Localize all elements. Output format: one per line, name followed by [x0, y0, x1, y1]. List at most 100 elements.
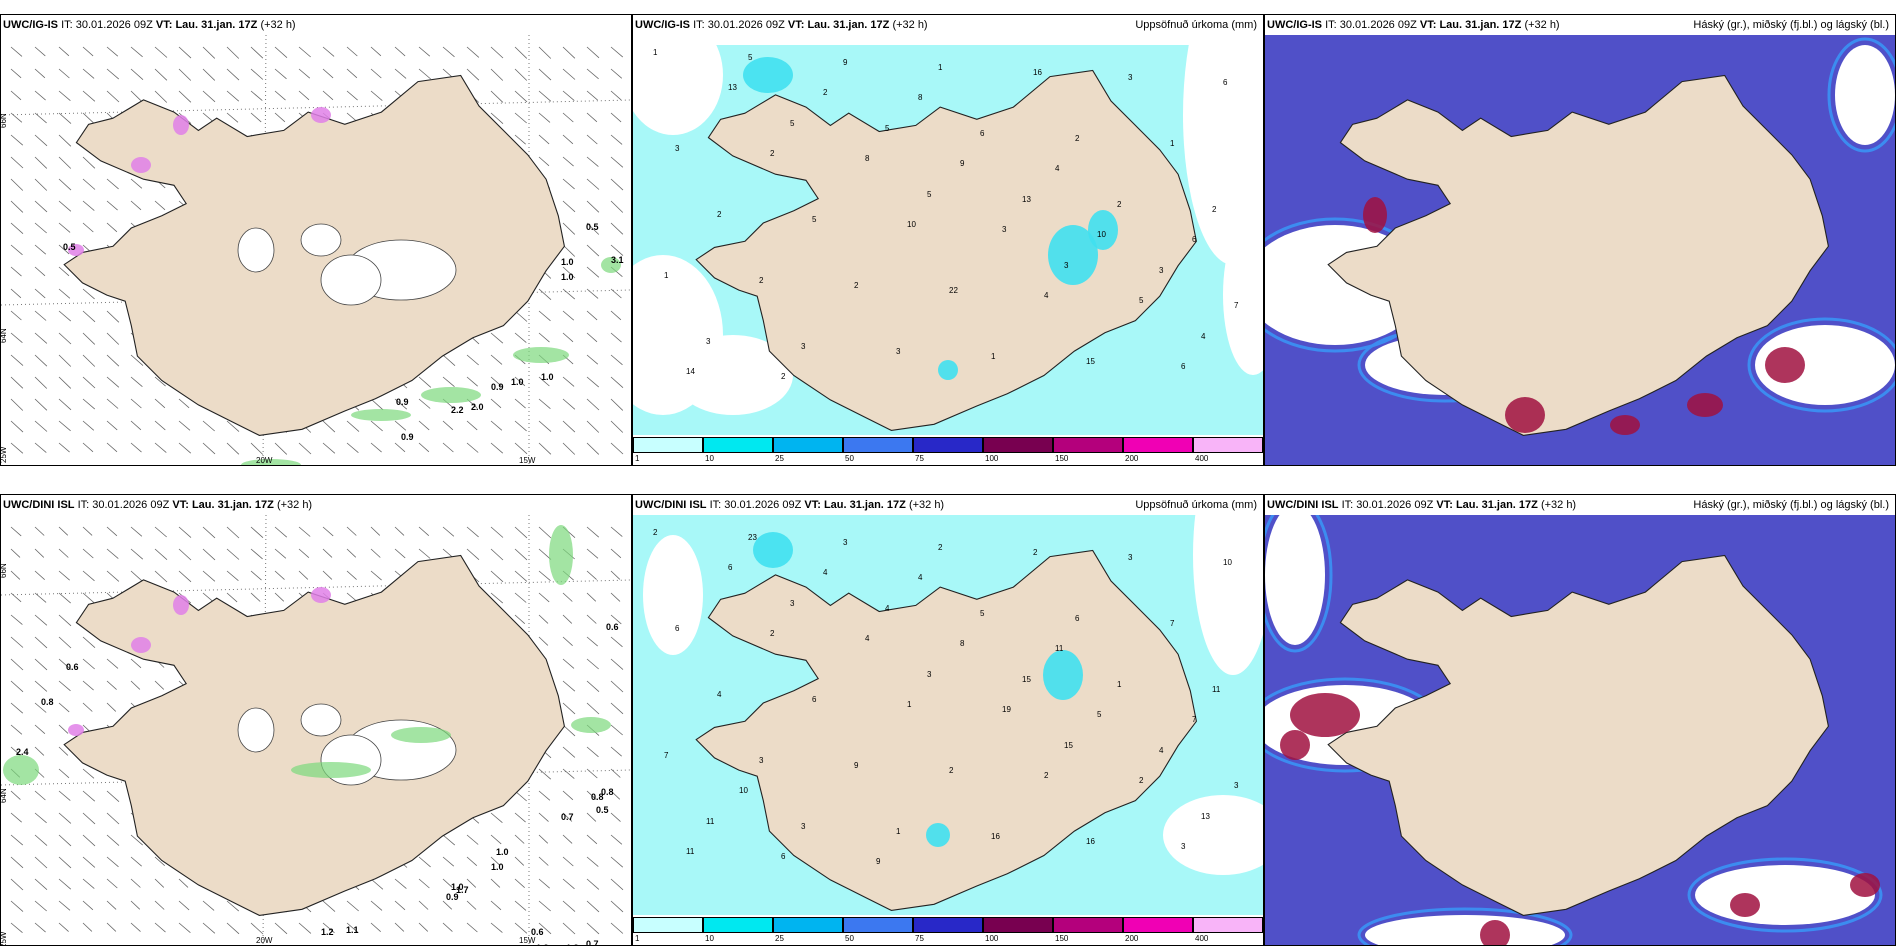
precip-patch-green — [3, 755, 39, 785]
precip-amount-label: 3 — [1159, 266, 1164, 275]
it-label: IT: — [1341, 499, 1354, 511]
dry-area — [1223, 215, 1263, 375]
wind-value-label: 1.0 — [491, 862, 504, 872]
precip-amount-label: 3 — [675, 144, 680, 153]
wind-barb — [10, 658, 24, 671]
wind-barb — [370, 442, 382, 453]
wind-barb — [370, 526, 381, 536]
precip-amount-label: 6 — [812, 695, 817, 704]
wind-barb — [562, 658, 575, 669]
wind-barb — [130, 354, 144, 366]
wind-barb — [586, 398, 600, 411]
colorbar-segment — [633, 917, 703, 933]
iceland-land — [695, 69, 1197, 431]
snow-patch — [173, 595, 189, 615]
colorbar-tick-label: 100 — [985, 934, 999, 943]
wind-barb — [154, 878, 165, 888]
wind-barb — [586, 812, 597, 822]
wind-barb — [346, 420, 360, 432]
wind-barb — [226, 922, 240, 935]
wind-barb — [442, 834, 456, 846]
panel-title: UWC/IG-IS IT: 30.01.2026 09Z VT: Lau. 31… — [633, 15, 1263, 35]
wind-barb — [610, 354, 623, 366]
wind-barb — [298, 922, 312, 934]
colorbar-tick-label: 10 — [705, 454, 714, 463]
wind-barb — [178, 398, 190, 409]
wind-barb — [58, 702, 70, 713]
wind-barb — [34, 112, 47, 124]
wind-value-label: 0.6 — [606, 622, 619, 632]
colorbar-segment — [1193, 437, 1263, 453]
wind-barb — [610, 614, 622, 625]
wind-barb — [418, 420, 430, 431]
wind-barb — [58, 68, 70, 79]
wind-barb — [178, 526, 192, 538]
wind-barb — [490, 900, 502, 911]
wind-barb — [562, 812, 573, 822]
precip-amount-label: 6 — [728, 563, 733, 572]
panel-precip-top: UWC/IG-IS IT: 30.01.2026 09Z VT: Lau. 31… — [632, 14, 1264, 466]
colorbar-tick-label: 10 — [705, 934, 714, 943]
model-name: UWC/IG-IS — [3, 19, 58, 31]
wind-barb — [58, 46, 70, 57]
colorbar-tick-label: 150 — [1055, 454, 1069, 463]
wind-barb — [82, 156, 96, 169]
precip-amount-label: 4 — [1159, 746, 1164, 755]
wind-barb — [562, 200, 576, 213]
wind-barb — [346, 68, 358, 79]
wind-barb — [154, 548, 168, 560]
wind-barb — [586, 900, 600, 913]
it-label: IT: — [693, 19, 705, 31]
wind-barb — [10, 156, 24, 169]
precip-title: Uppsöfnuð úrkoma (mm) — [1131, 495, 1257, 515]
wind-barb — [490, 420, 503, 431]
precip-cell — [926, 823, 950, 847]
model-name: UWC/IG-IS — [1267, 19, 1322, 31]
wind-barb — [466, 856, 478, 866]
wind-value-label: 0.8 — [41, 697, 54, 707]
wind-barb — [586, 548, 599, 559]
dry-area — [1183, 35, 1263, 265]
wind-barb — [10, 420, 24, 433]
wind-barb — [610, 112, 622, 123]
wind-barb — [106, 420, 118, 431]
wind-barb — [346, 90, 358, 101]
wind-barb — [10, 636, 24, 648]
wind-barb — [610, 680, 624, 693]
wind-barb — [106, 570, 120, 582]
wind-barb — [514, 398, 526, 409]
colorbar-segment — [1053, 917, 1123, 933]
glacier — [300, 223, 342, 257]
wind-barb — [82, 398, 96, 410]
glacier — [237, 707, 275, 753]
wind-barb — [226, 46, 240, 59]
wind-barb — [610, 592, 621, 602]
precip-patch-green — [601, 257, 621, 273]
glacier — [237, 227, 275, 273]
wind-barb — [610, 724, 623, 736]
precip-map: 1553455133396213122231612213352215621046… — [633, 35, 1263, 435]
wind-barb — [514, 548, 528, 561]
wind-barb — [610, 746, 622, 757]
wind-barb — [394, 442, 406, 453]
wind-barb — [346, 442, 359, 454]
wind-barb — [514, 614, 526, 624]
wind-barb — [10, 46, 23, 57]
wind-barb — [562, 310, 575, 321]
colorbar-segment — [703, 917, 773, 933]
wind-barb — [538, 900, 551, 912]
precip-amount-label: 10 — [907, 220, 916, 229]
iceland-land — [1327, 74, 1829, 436]
wind-barb — [130, 420, 142, 431]
precip-amount-label: 5 — [1097, 710, 1102, 719]
precip-cell — [938, 360, 958, 380]
wind-barb — [82, 922, 93, 932]
wind-barb — [58, 724, 69, 734]
colorbar-segment — [913, 917, 983, 933]
wind-value-label: 1.0 — [496, 847, 509, 857]
wind-barb — [562, 134, 574, 145]
wind-barb — [10, 614, 23, 625]
precip-amount-label: 2 — [1033, 548, 1038, 557]
wind-barb — [250, 922, 264, 935]
wind-barb — [298, 90, 310, 101]
